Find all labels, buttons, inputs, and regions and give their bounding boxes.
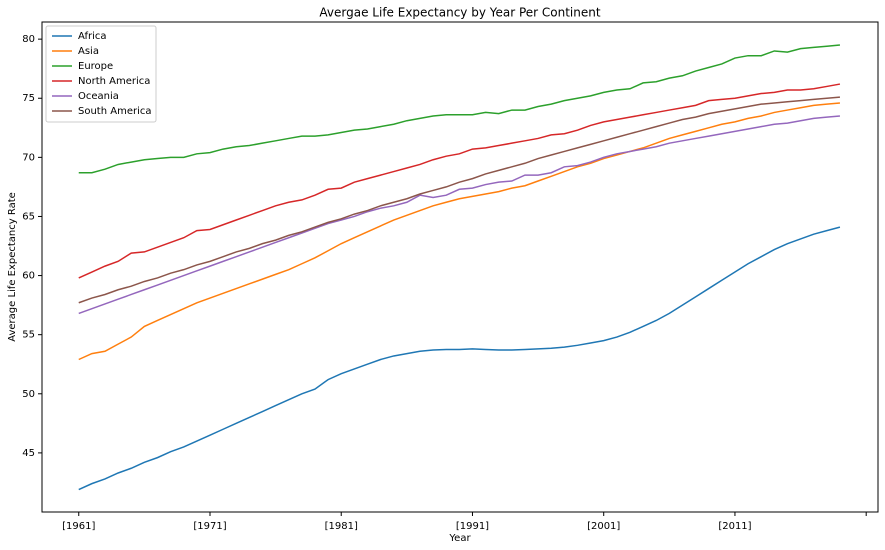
y-tick-label: 80 xyxy=(22,34,35,45)
x-tick-label: [2011] xyxy=(718,521,751,532)
x-tick-label: [1991] xyxy=(456,521,489,532)
x-tick-label: [1981] xyxy=(325,521,358,532)
x-tick-label: [1961] xyxy=(62,521,95,532)
y-tick-label: 50 xyxy=(22,389,35,400)
legend-box xyxy=(45,25,157,123)
line xyxy=(78,226,841,491)
y-tick-label: 70 xyxy=(22,152,35,163)
y-tick-label: 55 xyxy=(22,330,35,341)
legend-label: Africa xyxy=(78,31,107,42)
line xyxy=(78,44,841,174)
y-tick-label: 75 xyxy=(22,93,35,104)
chart-title: Avergae Life Expectancy by Year Per Cont… xyxy=(319,6,600,20)
x-tick-label: [2001] xyxy=(587,521,620,532)
plot-frame xyxy=(41,21,879,513)
line xyxy=(78,102,841,361)
line xyxy=(78,96,841,304)
y-tick-label: 60 xyxy=(22,271,35,282)
line xyxy=(78,83,841,279)
legend-label: Europe xyxy=(78,61,113,72)
y-tick-label: 45 xyxy=(22,448,35,459)
x-tick-label: [1971] xyxy=(193,521,226,532)
legend-label: Oceania xyxy=(78,91,119,102)
y-tick-label: 65 xyxy=(22,211,35,222)
x-axis-label: Year xyxy=(448,533,471,544)
legend-label: Asia xyxy=(78,46,99,57)
legend-label: North America xyxy=(78,76,150,87)
y-axis-label: Average Life Expectancy Rate xyxy=(7,192,18,342)
legend-label: South America xyxy=(78,106,152,117)
line xyxy=(78,115,841,315)
